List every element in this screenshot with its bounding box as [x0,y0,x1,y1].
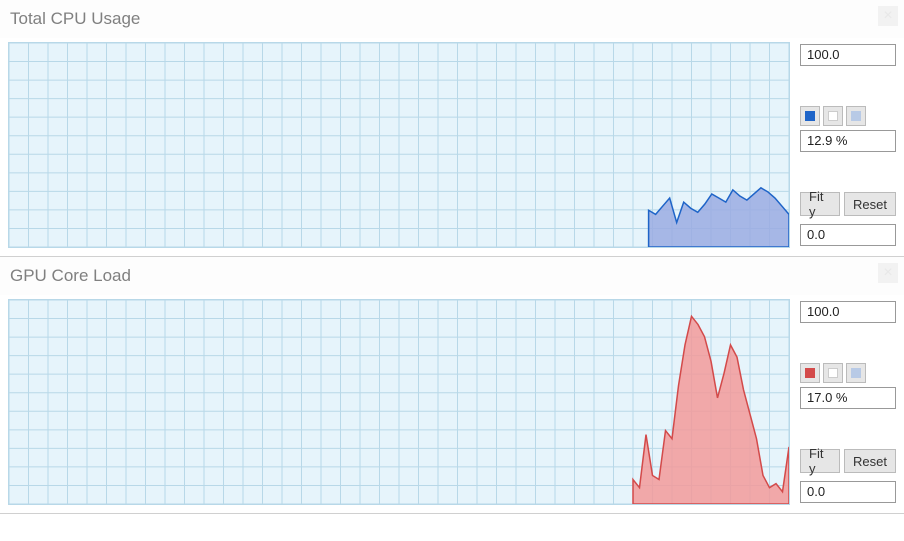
color-swatch[interactable] [800,106,820,126]
swatch-row [800,106,896,126]
button-row: Fit yReset [800,192,896,216]
current-value: 17.0 % [800,387,896,409]
color-swatch[interactable] [823,363,843,383]
color-swatch[interactable] [846,106,866,126]
panel-header: Total CPU Usage × [0,0,904,38]
monitor-panel: GPU Core Load × 100.0 17.0 % Fit yReset 0.0 [0,257,904,514]
color-swatch[interactable] [800,363,820,383]
button-row: Fit yReset [800,449,896,473]
legend-group: 17.0 % [800,363,896,409]
current-value: 12.9 % [800,130,896,152]
panel-title: Total CPU Usage [10,9,140,29]
panel-header: GPU Core Load × [0,257,904,295]
chart-svg [9,43,789,247]
legend-group: 12.9 % [800,106,896,152]
reset-button[interactable]: Reset [844,192,896,216]
panel-title: GPU Core Load [10,266,131,286]
swatch-row [800,363,896,383]
bottom-controls: Fit yReset 0.0 [800,192,896,246]
color-swatch[interactable] [846,363,866,383]
fit-y-button[interactable]: Fit y [800,449,840,473]
side-controls: 100.0 17.0 % Fit yReset 0.0 [800,299,896,505]
ymax-value[interactable]: 100.0 [800,301,896,323]
bottom-controls: Fit yReset 0.0 [800,449,896,503]
chart-svg [9,300,789,504]
ymin-value[interactable]: 0.0 [800,481,896,503]
side-controls: 100.0 12.9 % Fit yReset 0.0 [800,42,896,248]
ymin-value[interactable]: 0.0 [800,224,896,246]
chart-area [8,42,790,248]
panel-body: 100.0 17.0 % Fit yReset 0.0 [0,295,904,513]
panel-body: 100.0 12.9 % Fit yReset 0.0 [0,38,904,256]
chart-area [8,299,790,505]
close-button[interactable]: × [878,6,898,26]
monitor-panel: Total CPU Usage × 100.0 12.9 % Fit yReset 0.0 [0,0,904,257]
reset-button[interactable]: Reset [844,449,896,473]
close-button[interactable]: × [878,263,898,283]
color-swatch[interactable] [823,106,843,126]
fit-y-button[interactable]: Fit y [800,192,840,216]
ymax-value[interactable]: 100.0 [800,44,896,66]
